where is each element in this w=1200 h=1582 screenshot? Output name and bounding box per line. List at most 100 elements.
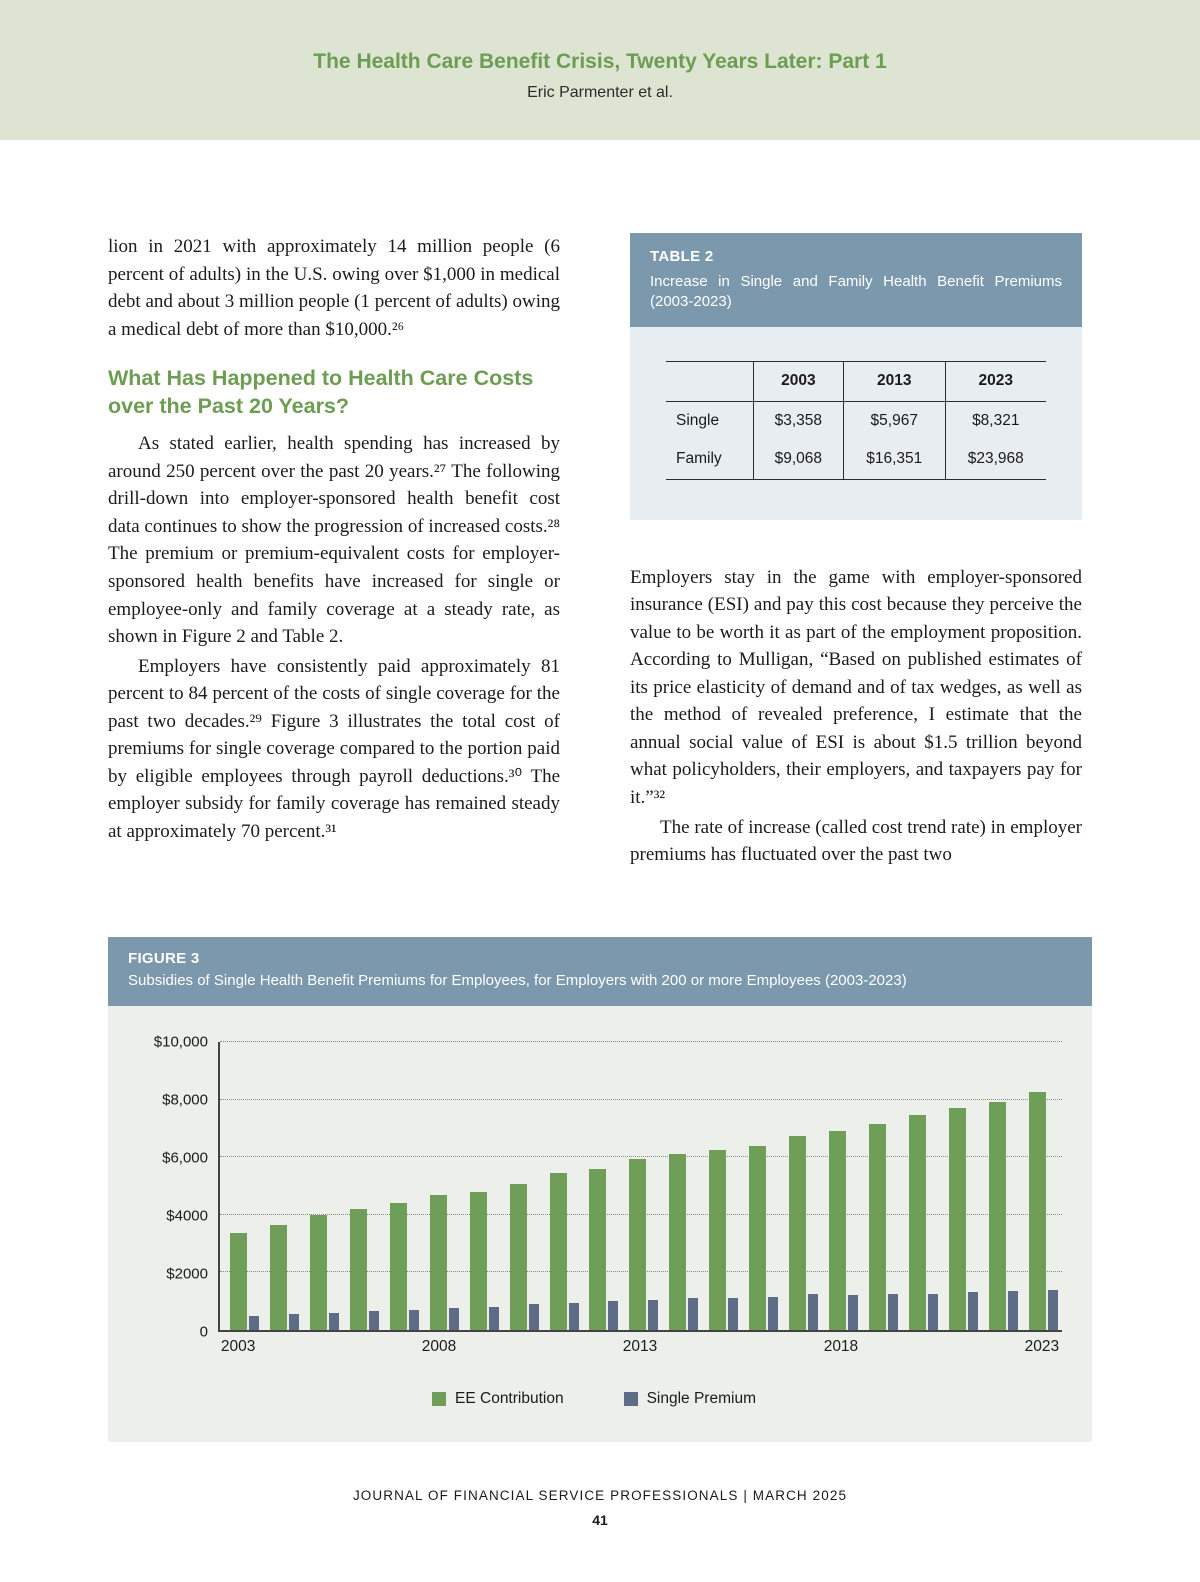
ee-contribution-bar [908, 1115, 926, 1330]
ee-contribution-bar [988, 1102, 1006, 1330]
single-premium-bar [648, 1299, 659, 1330]
ee-contribution-bar [349, 1208, 367, 1330]
right-column: TABLE 2 Increase in Single and Family He… [630, 233, 1082, 871]
y-tick-label: 0 [199, 1323, 208, 1341]
figure3-chart: $10,000 $8,000 $6,000 $4000 $2000 0 2003 2008 2… [108, 1005, 1092, 1442]
cell-value: $23,968 [944, 440, 1046, 480]
bar-group [469, 1042, 499, 1330]
bar-group [1028, 1042, 1058, 1330]
single-premium-bar [448, 1308, 459, 1330]
ee-contribution-bar [1028, 1092, 1046, 1330]
ee-contribution-bar [749, 1145, 767, 1330]
y-tick-label: $10,000 [153, 1033, 208, 1051]
single-premium-bar [249, 1315, 259, 1330]
gridline [220, 1156, 1062, 1158]
table2-body: 2003 2013 2023 Single $3,358 $5,967 $8,3… [630, 327, 1082, 520]
single-premium-bar [728, 1298, 739, 1330]
single-premium-bar [1007, 1291, 1018, 1330]
section-heading: What Has Happened to Health Care Costs o… [108, 366, 534, 418]
plot-area [218, 1040, 1062, 1332]
bar-group [230, 1042, 259, 1330]
bar-group [349, 1042, 379, 1330]
premiums-table: 2003 2013 2023 Single $3,358 $5,967 $8,3… [666, 361, 1046, 480]
bar-group [549, 1042, 579, 1330]
ee-contribution-bar [549, 1172, 567, 1330]
single-premium-bar [927, 1293, 938, 1330]
legend-swatch [432, 1391, 447, 1406]
body-paragraph: As stated earlier, health spending has i… [108, 433, 560, 648]
single-premium-bar [528, 1304, 539, 1330]
bar-group [429, 1042, 459, 1330]
legend-item: EE Contribution [432, 1390, 564, 1408]
legend-item: Single Premium [623, 1389, 756, 1408]
single-premium-bar [608, 1301, 619, 1330]
bar-group [669, 1042, 699, 1330]
ee-contribution-bar [469, 1191, 487, 1330]
y-tick-label: $8,000 [162, 1091, 208, 1109]
article-authors: Eric Parmenter et al. [527, 84, 673, 101]
bar-group [709, 1042, 739, 1330]
row-label: Family [666, 440, 754, 480]
table2-header: TABLE 2 Increase in Single and Family He… [630, 233, 1082, 328]
table2-caption: Increase in Single and Family Health Ben… [650, 272, 1062, 310]
bar-group [309, 1042, 339, 1330]
ee-contribution-bar [589, 1168, 607, 1330]
single-premium-bar [808, 1293, 819, 1330]
bar-group [589, 1042, 619, 1330]
single-premium-bar [488, 1306, 499, 1330]
cell-value: $5,967 [842, 401, 946, 441]
column-header: 2013 [842, 361, 946, 402]
body-paragraph: lion in 2021 with approximately 14 milli… [108, 236, 560, 340]
table2-label: TABLE 2 [650, 248, 714, 265]
legend-label: Single Premium [646, 1389, 756, 1407]
table-header-row: 2003 2013 2023 [666, 361, 1046, 402]
table-row: Family $9,068 $16,351 $23,968 [666, 440, 1046, 480]
x-tick-label: 2003 [220, 1337, 256, 1355]
x-tick-label: 2013 [622, 1337, 658, 1355]
single-premium-bar [328, 1312, 339, 1330]
page-number: 41 [592, 1512, 608, 1528]
single-premium-bar [768, 1296, 779, 1330]
bar-group [789, 1042, 819, 1330]
journal-line: JOURNAL OF FINANCIAL SERVICE PROFESSIONA… [352, 1488, 848, 1503]
bar-group [988, 1042, 1018, 1330]
bar-group [509, 1042, 539, 1330]
bar-group [629, 1042, 659, 1330]
single-premium-bar [408, 1309, 419, 1330]
row-label: Single [676, 411, 720, 429]
body-paragraph: Employers stay in the game with employer… [630, 566, 1082, 809]
cell-value: $16,351 [842, 440, 946, 480]
ee-contribution-bar [309, 1214, 327, 1330]
ee-contribution-bar [869, 1124, 886, 1330]
body-paragraph: The rate of increase (called cost trend … [630, 816, 1082, 866]
bar-group [269, 1042, 299, 1330]
figure3-caption: Subsidies of Single Health Benefit Premi… [128, 971, 907, 989]
y-tick-label: $6,000 [162, 1149, 208, 1167]
x-tick-label: 2018 [823, 1337, 859, 1355]
ee-contribution-bar [509, 1184, 527, 1330]
ee-contribution-bar [669, 1154, 687, 1330]
bar-group [869, 1042, 898, 1330]
chart-legend: EE Contribution Single Premium [126, 1390, 1062, 1408]
y-tick-label: $2000 [166, 1265, 208, 1283]
ee-contribution-bar [269, 1224, 287, 1330]
cell-value: $8,321 [944, 401, 1046, 441]
x-tick-label: 2023 [1024, 1337, 1060, 1355]
bar-group [908, 1042, 938, 1330]
ee-contribution-bar [629, 1158, 647, 1330]
legend-swatch [623, 1391, 638, 1406]
x-axis-labels: 2003 2008 2013 2018 2023 [218, 1338, 1062, 1364]
figure3: FIGURE 3 Subsidies of Single Health Bene… [108, 936, 1092, 1442]
table2: TABLE 2 Increase in Single and Family He… [630, 233, 1082, 520]
single-premium-bar [848, 1295, 859, 1330]
ee-contribution-bar [829, 1131, 847, 1330]
article-title: The Health Care Benefit Crisis, Twenty Y… [313, 50, 887, 73]
single-premium-bar [688, 1298, 699, 1330]
gridline [220, 1040, 1062, 1042]
article-body: lion in 2021 with approximately 14 milli… [0, 140, 1200, 871]
ee-contribution-bar [789, 1135, 807, 1330]
ee-contribution-bar [389, 1203, 407, 1330]
ee-contribution-bar [709, 1149, 727, 1330]
x-tick-label: 2008 [421, 1337, 457, 1355]
